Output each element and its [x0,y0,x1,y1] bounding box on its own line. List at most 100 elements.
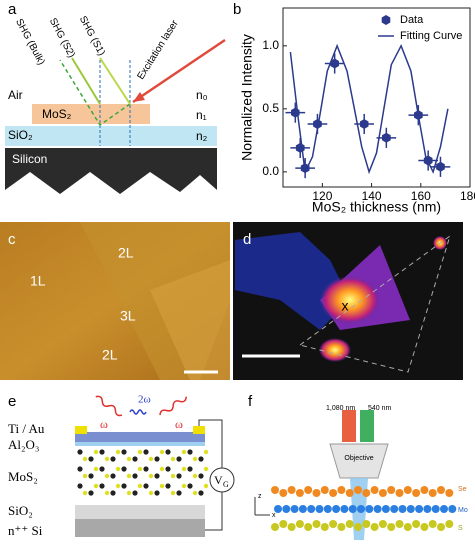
atom [99,483,105,489]
hot-spot [319,338,351,362]
atom [362,489,371,497]
atom [126,456,132,462]
atom [126,490,132,496]
atom [148,490,154,496]
gate-label: V [214,473,223,487]
panel-label: c [8,231,16,248]
atom [143,483,149,489]
atom [77,483,83,489]
panel-label: e [8,393,16,410]
atom [332,505,341,513]
layer-label: Ti / Au [8,421,45,436]
y-axis-label: Normalized Intensity [239,34,255,161]
atom [203,483,209,489]
ray-label: Excitation laser [135,18,181,82]
atom [398,505,407,513]
atom [93,449,99,455]
layer-label: MoS₂ [42,107,72,121]
atom [431,505,440,513]
region-label: 3L [120,308,136,324]
laser-ray [132,38,226,104]
atom [337,523,346,531]
atom [445,489,454,497]
atom [445,520,454,528]
sio2-layer [75,505,205,519]
atom [159,449,165,455]
atom [271,523,279,531]
flake-outline [298,234,451,373]
x-tick-label: 180 [460,189,475,203]
wave [95,395,123,417]
atom [137,466,143,472]
x-tick-label: 120 [312,189,332,203]
atom [165,483,171,489]
data-point [313,119,322,129]
atom [82,473,88,479]
panel-label: b [233,1,241,18]
atom [181,483,187,489]
data-point [436,161,445,172]
region-label: 2L [118,245,134,261]
atom [82,490,88,496]
wave [159,396,187,416]
atom [148,473,154,479]
atom [365,505,374,513]
atom [159,483,165,489]
atom [176,473,182,479]
index-label: n₂ [196,129,208,143]
beam-label: ω [175,417,183,431]
atom [279,520,288,528]
atom [295,520,304,528]
atom [110,490,116,496]
atom [170,456,176,462]
atom [159,466,165,472]
data-point [330,58,339,69]
atom [77,449,83,455]
atom [115,466,121,472]
atom [104,490,110,496]
wse2-lattice [271,486,457,531]
data-point [359,119,369,129]
atom [420,523,429,531]
circuit-wire [205,492,223,531]
atom [104,473,110,479]
atom [295,489,304,497]
atom [170,473,176,479]
atom [187,483,193,489]
panel-f: f 1,080 nm 540 nm Objective Se Mo S z x [248,393,468,540]
silicon-layer [5,148,217,194]
atom [110,473,116,479]
atom [181,466,187,472]
panel-e: e V G ω 2ω ω Ti / Au Al₂O₃ MoS₂ SiO₂ n⁺⁺… [8,393,235,538]
y-tick-label: 0.5 [262,101,279,115]
atom [88,473,94,479]
wavelength-label: 1,080 nm [326,405,355,412]
atom [132,473,138,479]
atom [354,486,362,494]
layer-label: SiO₂ [8,128,33,142]
region-label: 2L [102,347,118,363]
circuit-wire [198,419,223,468]
atom [137,449,143,455]
atom [345,520,354,528]
atom [354,523,362,531]
shg-s2-ray [71,57,101,105]
atom [187,466,193,472]
ray-label: SHG (S1) [77,14,107,57]
panel-c: c 1L 2L 3L 2L [0,222,230,380]
atom [290,505,299,513]
atom [320,486,329,494]
panel-a: a SHG (Bulk) SHG (S2) SHG (S1) Excitatio… [5,1,226,194]
panel-label: a [8,1,17,18]
plot-frame [282,7,471,188]
region-label: 1L [30,273,46,289]
atom [315,505,324,513]
atom [437,523,445,531]
x-axis-label: MoS₂ thickness (nm) [312,199,441,215]
panel-d: d x [233,222,463,380]
sio2-layer [5,126,217,146]
atom [329,520,338,528]
atom [357,505,365,513]
atom [403,486,412,494]
ray-label: SHG (S2) [47,16,77,59]
